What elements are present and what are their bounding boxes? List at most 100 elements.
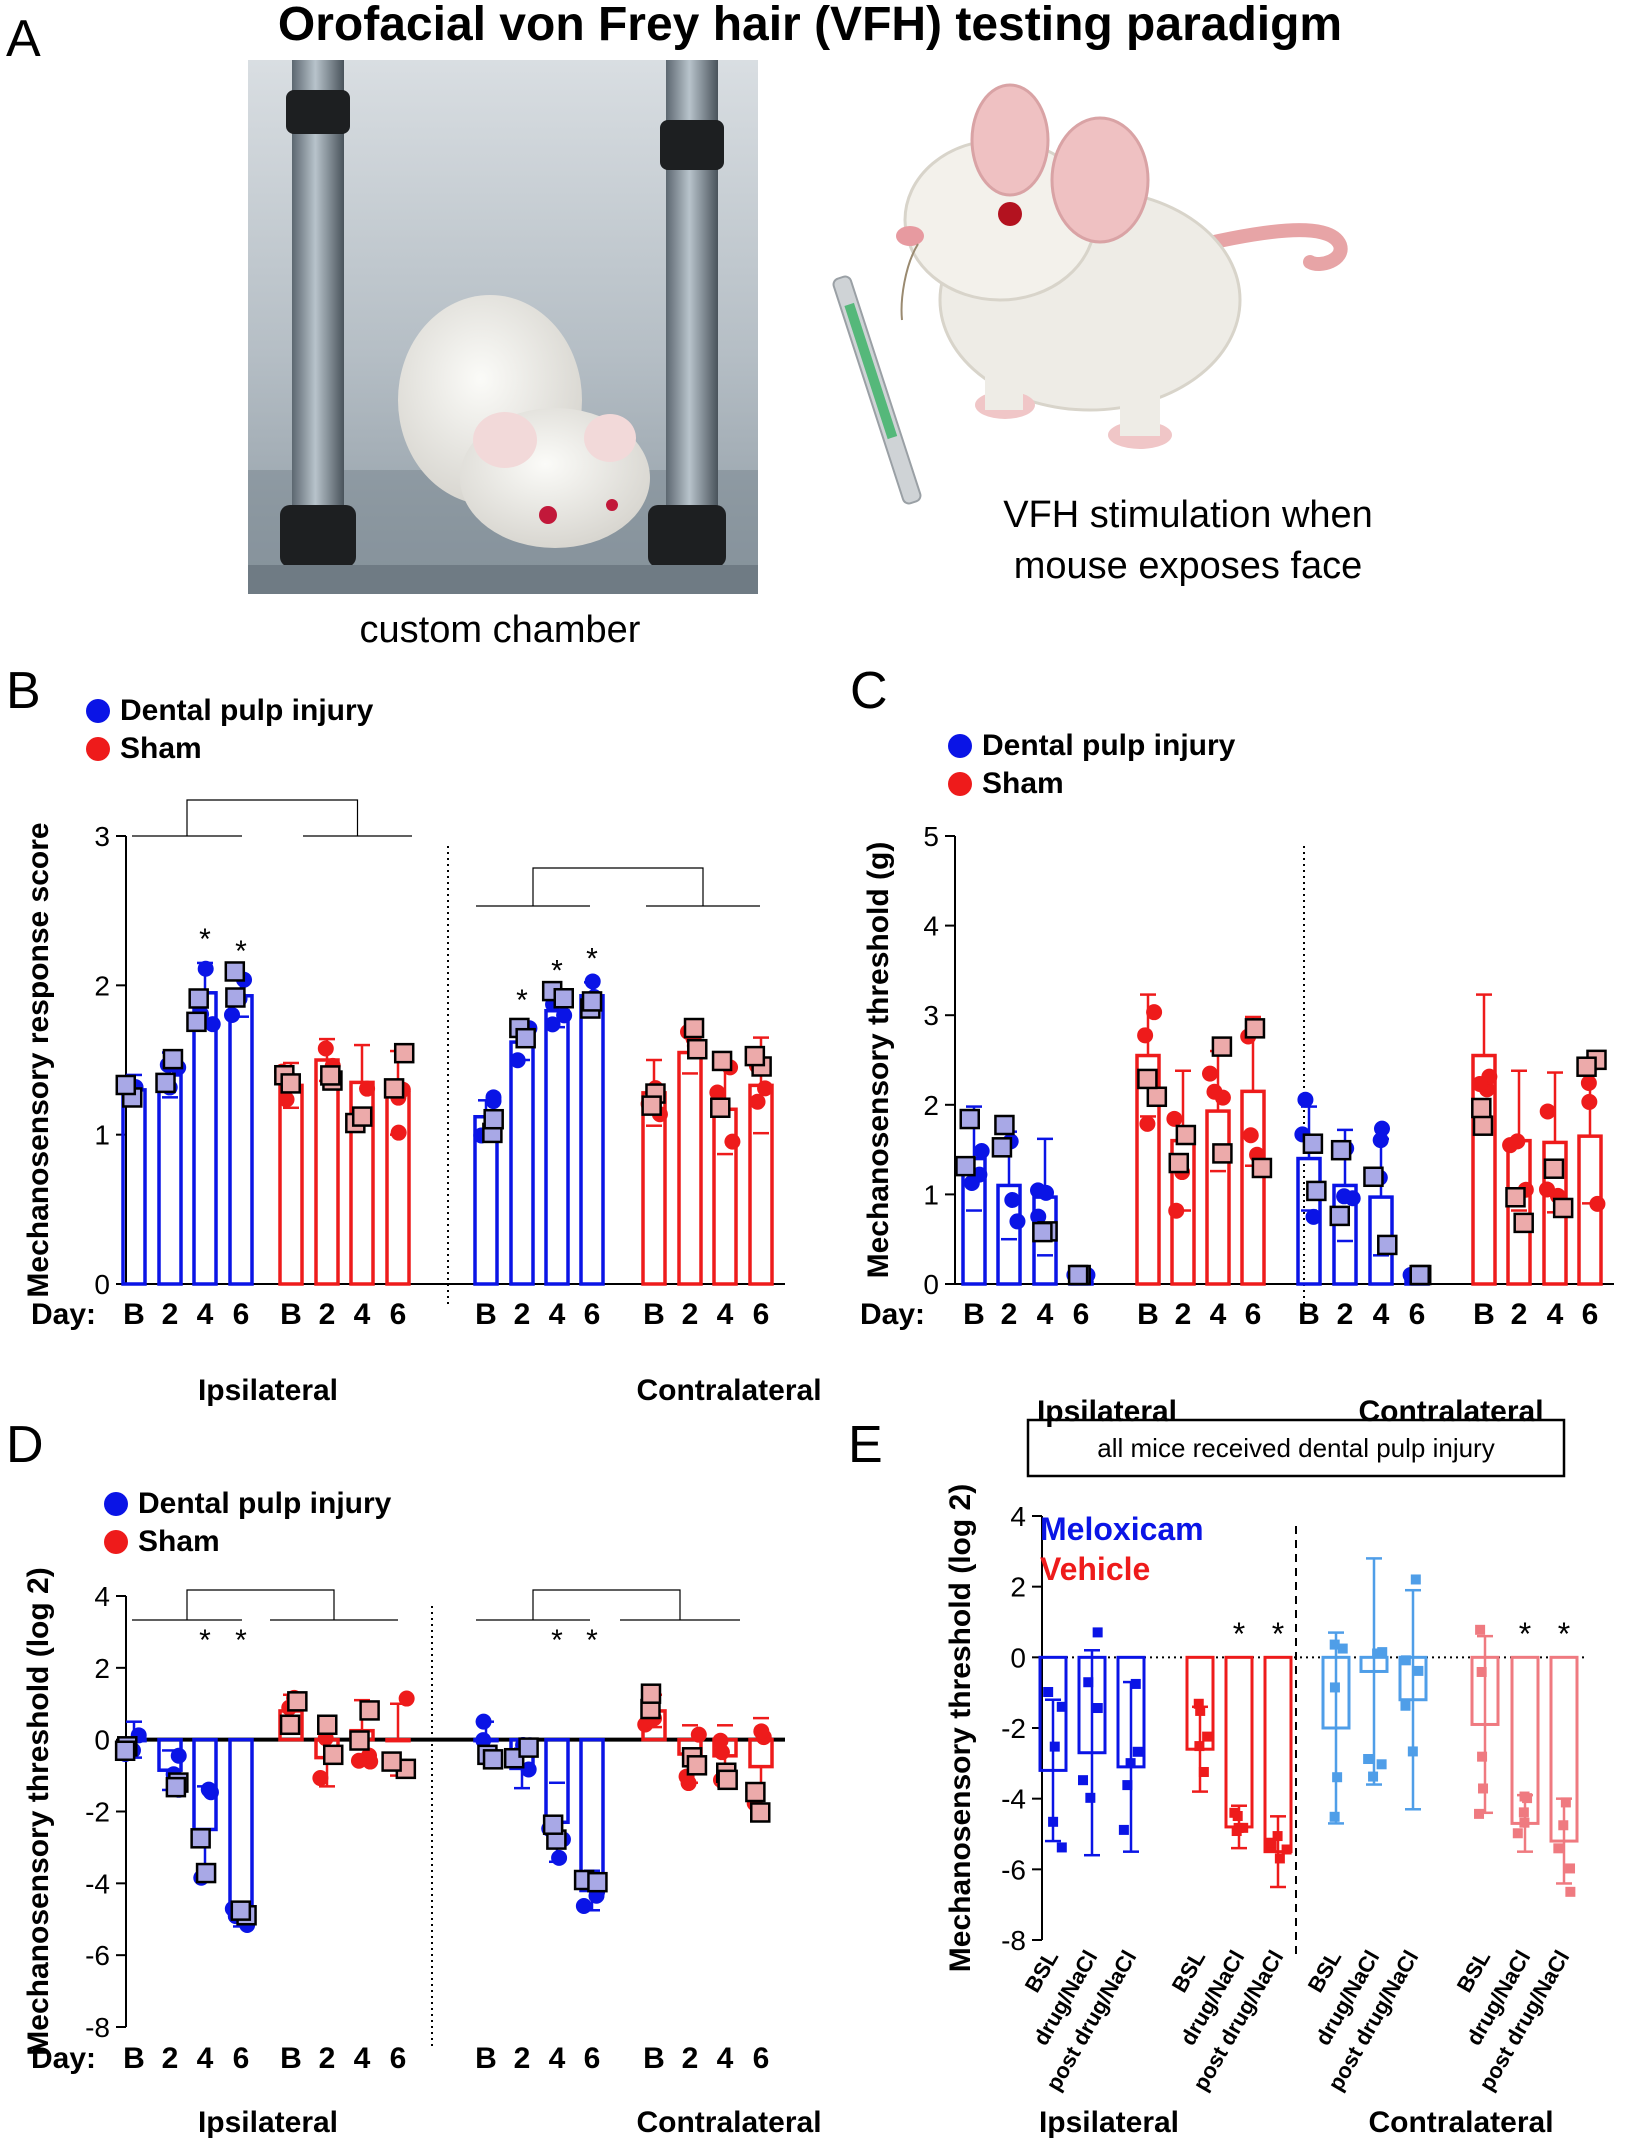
data-point: [225, 987, 246, 1008]
x-tick-label: 6: [1245, 1298, 1262, 1331]
significance-star: *: [551, 954, 563, 987]
data-point: [1475, 1624, 1486, 1635]
y-tick-label: 0: [94, 1725, 110, 1756]
data-point: [188, 988, 209, 1009]
data-point: [1363, 1754, 1374, 1765]
data-point: [230, 1900, 252, 1921]
data-point: [1413, 1665, 1424, 1676]
data-point: [1193, 1698, 1204, 1709]
data-point: [1078, 1775, 1089, 1786]
data-point: [350, 1752, 367, 1769]
data-point: [1168, 1202, 1185, 1219]
data-point: [973, 1143, 990, 1160]
data-point: [1472, 1115, 1494, 1136]
side-label: Contralateral: [1368, 2106, 1553, 2139]
x-tick-label: 2: [514, 2042, 531, 2075]
data-point: [713, 1744, 730, 1761]
data-point: [390, 1124, 407, 1141]
data-point: [1329, 1639, 1340, 1650]
data-point: [1043, 1687, 1054, 1697]
data-point: [190, 1828, 211, 1849]
significance-star: *: [199, 923, 211, 956]
legend-marker: [86, 737, 110, 761]
data-point: [1539, 1103, 1556, 1120]
data-point: [383, 1078, 405, 1099]
data-point: [963, 1174, 980, 1191]
data-point: [1266, 1837, 1277, 1848]
data-point: [711, 1050, 733, 1072]
x-tick-label: 2: [319, 1298, 336, 1331]
data-point: [1368, 1771, 1379, 1782]
data-point: [1206, 1083, 1223, 1100]
data-point: [1038, 1184, 1055, 1201]
data-point: [1552, 1197, 1574, 1219]
data-point: [1553, 1843, 1564, 1854]
data-point: [1049, 1741, 1060, 1752]
data-point: [195, 1862, 217, 1884]
data-point: [1372, 1648, 1383, 1659]
data-point: [1067, 1264, 1089, 1286]
data-point: [1302, 1133, 1324, 1154]
data-point: [1083, 1677, 1094, 1688]
data-point: [686, 1755, 708, 1776]
side-label: Contralateral: [1358, 1395, 1543, 1428]
data-point: [1476, 1666, 1487, 1677]
bar: [544, 1008, 570, 1286]
data-point: [1137, 1027, 1154, 1044]
y-tick-label: -6: [85, 1940, 110, 1971]
y-tick-label: 3: [94, 821, 110, 852]
data-point: [959, 1108, 981, 1130]
y-tick-label: 4: [1010, 1501, 1026, 1532]
data-point: [1478, 1783, 1489, 1794]
x-tick-label: 4: [1037, 1298, 1054, 1331]
y-axis-label: Mechanosensory threshold (log 2): [944, 1484, 977, 1972]
mouse-illustration: [832, 83, 1348, 505]
x-tick-label: B: [123, 2042, 145, 2075]
chart-e: -8 -6 -4 -2 0 2 4 Mechanosensory threshold (log…: [944, 1418, 1588, 2139]
bar: [1240, 1089, 1266, 1286]
data-point: [114, 1740, 136, 1762]
legend-label-vehicle: Vehicle: [1040, 1551, 1150, 1587]
data-point: [1580, 1075, 1597, 1092]
bar: [385, 1091, 411, 1286]
x-tick-label: 2: [682, 1298, 699, 1331]
x-tick-label: 2: [319, 2042, 336, 2075]
x-tick-label: 4: [197, 2042, 214, 2075]
x-tick-label: B: [643, 1298, 665, 1331]
data-point: [542, 1814, 564, 1835]
data-point: [1471, 1097, 1492, 1119]
data-point: [683, 1017, 705, 1039]
data-point: [1251, 1157, 1273, 1179]
data-point: [1032, 1221, 1053, 1243]
data-point: [1137, 1068, 1158, 1090]
y-tick-label: -8: [85, 2012, 110, 2043]
data-point: [709, 1084, 726, 1101]
data-point: [1407, 1746, 1418, 1757]
x-tick-label: 2: [514, 1298, 531, 1331]
data-point: [1363, 1166, 1384, 1188]
x-tick-label: 6: [233, 1298, 250, 1331]
y-tick-label: 4: [94, 1581, 110, 1612]
data-point: [1125, 1758, 1136, 1769]
data-point: [1146, 1086, 1168, 1108]
x-tick-label: 6: [1073, 1298, 1090, 1331]
data-point: [1329, 1682, 1340, 1693]
data-point: [1122, 1780, 1133, 1791]
data-point: [520, 1761, 537, 1778]
data-point: [1238, 1822, 1249, 1833]
data-point: [509, 1052, 526, 1069]
bracket-line: [532, 867, 704, 906]
data-point: [1130, 1678, 1141, 1689]
data-point: [1274, 1853, 1285, 1864]
x-tick-label: 6: [753, 2042, 770, 2075]
data-point: [1231, 1826, 1242, 1837]
data-point: [1175, 1124, 1197, 1146]
note-box-label: all mice received dental pulp injury: [1097, 1433, 1494, 1463]
x-tick-label: 2: [162, 2042, 179, 2075]
bar: [748, 1083, 774, 1286]
chamber-photo: [248, 60, 758, 594]
y-axis-label: Mechanosensory response score: [22, 822, 55, 1297]
data-point: [1306, 1180, 1327, 1202]
legend-label: Dental pulp injury: [120, 694, 374, 727]
